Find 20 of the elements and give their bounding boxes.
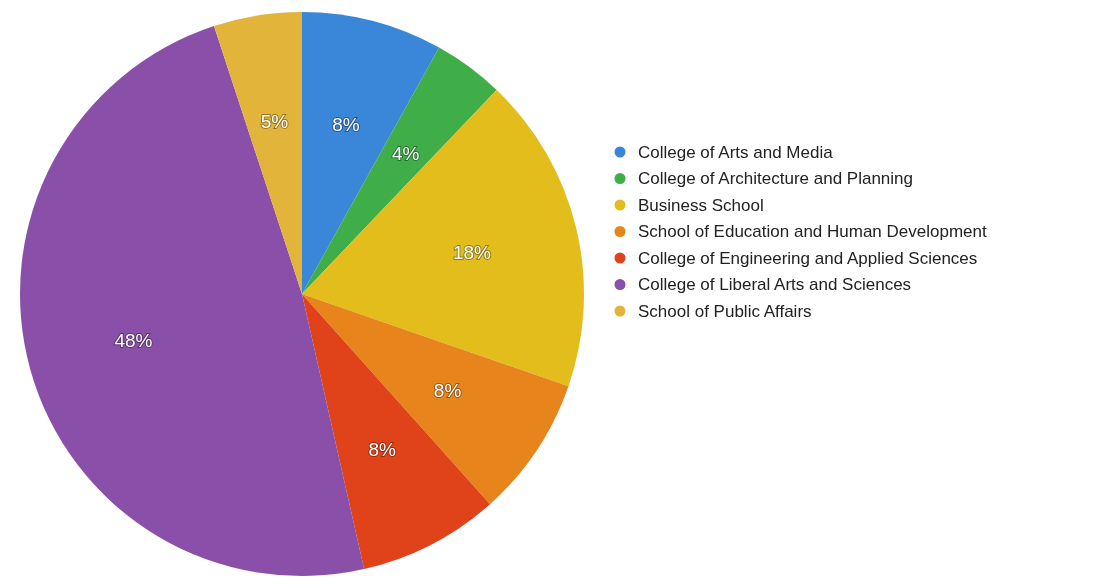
- data-label: 8%: [368, 439, 396, 461]
- legend-label: College of Architecture and Planning: [638, 169, 914, 189]
- data-label: 48%: [114, 330, 153, 352]
- pie-slice: [214, 12, 302, 294]
- pie-slice: [20, 26, 365, 576]
- data-label: 18%: [452, 242, 492, 264]
- pie-slice: [302, 294, 491, 570]
- pie-slice: [302, 12, 440, 294]
- data-label: 8%: [433, 380, 462, 402]
- pie-slice: [302, 294, 569, 505]
- legend-label: College of Engineering and Applied Sciences: [638, 248, 978, 268]
- data-label: 4%: [391, 142, 420, 164]
- legend-label: School of Public Affairs: [638, 301, 812, 321]
- legend-label: School of Education and Human Development: [638, 222, 987, 242]
- pie-slice: [302, 47, 497, 294]
- legend-label: College of Arts and Media: [638, 142, 834, 162]
- data-label: 8%: [332, 114, 360, 136]
- data-label: 5%: [260, 111, 289, 133]
- legend-label: Business School: [638, 195, 764, 215]
- legend-label: College of Liberal Arts and Sciences: [638, 275, 912, 295]
